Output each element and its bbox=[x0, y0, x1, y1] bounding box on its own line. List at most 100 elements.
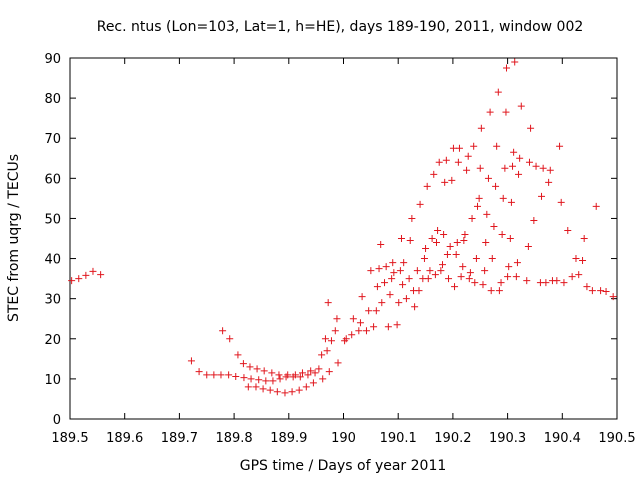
data-point bbox=[474, 202, 482, 210]
data-point bbox=[415, 287, 423, 295]
x-tick-label: 190 bbox=[331, 431, 356, 446]
data-point bbox=[365, 307, 373, 315]
data-point bbox=[269, 377, 277, 385]
data-point bbox=[482, 239, 490, 247]
data-point bbox=[362, 327, 370, 335]
data-point bbox=[539, 164, 547, 172]
data-point bbox=[440, 230, 448, 238]
data-point bbox=[325, 368, 333, 376]
data-point bbox=[89, 267, 97, 275]
data-point bbox=[449, 144, 457, 152]
data-point bbox=[481, 267, 489, 275]
data-point bbox=[488, 255, 496, 263]
data-point bbox=[281, 389, 289, 397]
y-tick-label: 40 bbox=[44, 253, 61, 268]
data-point bbox=[501, 164, 509, 172]
data-point bbox=[507, 198, 515, 206]
data-point bbox=[457, 273, 465, 281]
data-point bbox=[499, 194, 507, 202]
data-point bbox=[219, 327, 227, 335]
data-point bbox=[424, 275, 432, 283]
data-point bbox=[461, 230, 469, 238]
data-point bbox=[327, 337, 335, 345]
data-point bbox=[390, 269, 398, 277]
y-axis: 0 10 20 30 40 50 60 70 80 90 bbox=[44, 52, 617, 428]
data-point bbox=[348, 331, 356, 339]
data-point bbox=[556, 142, 564, 150]
data-point bbox=[487, 287, 495, 295]
data-point bbox=[464, 152, 472, 160]
data-point bbox=[416, 200, 424, 208]
data-point bbox=[493, 142, 501, 150]
data-point bbox=[538, 192, 546, 200]
data-point bbox=[580, 235, 588, 242]
data-point bbox=[579, 257, 587, 265]
data-point bbox=[246, 363, 254, 371]
data-point bbox=[302, 383, 310, 391]
data-point bbox=[259, 385, 267, 393]
x-tick-label: 190.4 bbox=[544, 431, 581, 446]
data-point bbox=[226, 335, 234, 343]
data-point bbox=[358, 293, 366, 301]
data-point bbox=[262, 377, 270, 385]
data-point bbox=[497, 279, 505, 287]
data-point bbox=[448, 176, 456, 184]
x-tick-label: 189.6 bbox=[106, 431, 143, 446]
data-point bbox=[472, 255, 480, 263]
data-point bbox=[203, 371, 211, 379]
data-point bbox=[513, 259, 521, 267]
data-point bbox=[452, 251, 460, 259]
data-point bbox=[75, 275, 83, 283]
y-tick-label: 20 bbox=[44, 333, 61, 348]
data-point bbox=[460, 237, 468, 245]
data-point bbox=[296, 373, 304, 381]
data-point bbox=[373, 283, 381, 291]
y-tick-label: 70 bbox=[44, 132, 61, 147]
data-point bbox=[420, 255, 428, 263]
data-point bbox=[517, 102, 525, 110]
data-point bbox=[304, 371, 312, 379]
data-point bbox=[435, 158, 443, 166]
data-point bbox=[451, 283, 459, 291]
data-point bbox=[498, 230, 506, 238]
data-point bbox=[495, 287, 503, 295]
data-point bbox=[468, 214, 476, 222]
data-point bbox=[386, 291, 394, 299]
data-point bbox=[564, 226, 572, 234]
data-point bbox=[334, 359, 342, 367]
data-point bbox=[602, 287, 610, 295]
y-tick-label: 30 bbox=[44, 293, 61, 308]
data-point bbox=[483, 210, 491, 218]
data-point bbox=[516, 154, 524, 162]
data-point bbox=[459, 263, 467, 271]
data-point bbox=[557, 198, 565, 206]
data-point bbox=[382, 263, 390, 271]
data-point bbox=[195, 368, 203, 376]
data-point bbox=[355, 327, 363, 335]
data-point bbox=[323, 347, 331, 355]
data-point bbox=[523, 277, 531, 285]
data-point bbox=[400, 259, 408, 267]
x-axis: 189.5 189.6 189.7 189.8 189.9 190 190.1 190.2 19… bbox=[51, 58, 636, 446]
data-point bbox=[82, 271, 90, 279]
data-point bbox=[240, 374, 248, 382]
data-point bbox=[399, 281, 407, 289]
data-point bbox=[439, 261, 447, 269]
data-point bbox=[431, 271, 439, 279]
data-point bbox=[315, 365, 323, 373]
data-point bbox=[411, 303, 419, 311]
data-point bbox=[295, 386, 303, 394]
x-tick-label: 190.2 bbox=[434, 431, 471, 446]
data-point bbox=[463, 166, 471, 174]
data-point bbox=[502, 108, 510, 116]
data-point bbox=[515, 170, 523, 178]
data-point bbox=[568, 273, 576, 281]
x-tick-label: 190.3 bbox=[489, 431, 526, 446]
data-point bbox=[525, 158, 533, 166]
data-point bbox=[441, 178, 449, 186]
data-point bbox=[446, 243, 454, 251]
data-points bbox=[68, 58, 617, 397]
data-point bbox=[232, 372, 240, 380]
data-point bbox=[68, 277, 76, 285]
data-point bbox=[572, 255, 580, 263]
